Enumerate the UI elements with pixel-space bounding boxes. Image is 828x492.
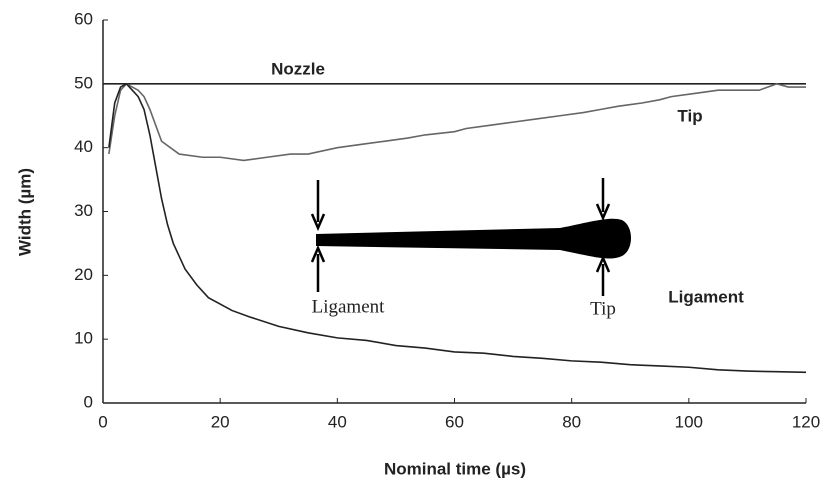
y-tick-label: 0: [84, 392, 93, 411]
series-line: [108, 82, 806, 162]
arrow: [310, 244, 326, 292]
y-tick-label: 60: [74, 9, 93, 28]
y-tick-label: 50: [74, 73, 93, 92]
x-tick-label: 20: [211, 412, 230, 431]
y-tick-label: 40: [74, 137, 93, 156]
arrow: [595, 178, 611, 222]
inset-drop: Ligament Tip: [310, 178, 631, 319]
y-tick-label: 10: [74, 329, 93, 348]
arrow: [595, 254, 611, 296]
series-label: Tip: [677, 106, 702, 125]
arrow: [310, 180, 326, 232]
x-tick-label: 100: [675, 412, 703, 431]
x-tick-label: 0: [98, 412, 107, 431]
series-label: Ligament: [668, 287, 744, 306]
x-tick-label: 60: [445, 412, 464, 431]
x-tick-label: 120: [792, 412, 820, 431]
y-axis-label: Width (µm): [15, 168, 34, 256]
x-axis-label: Nominal time (µs): [384, 459, 526, 478]
series-line: [108, 82, 807, 374]
y-tick-label: 20: [74, 265, 93, 284]
drop-shape: [316, 218, 631, 259]
series-label: Nozzle: [271, 59, 325, 78]
x-tick-label: 80: [562, 412, 581, 431]
inset-label: Tip: [590, 298, 616, 319]
y-tick-label: 30: [74, 201, 93, 220]
x-tick-label: 40: [328, 412, 347, 431]
inset-label: Ligament: [312, 296, 386, 317]
